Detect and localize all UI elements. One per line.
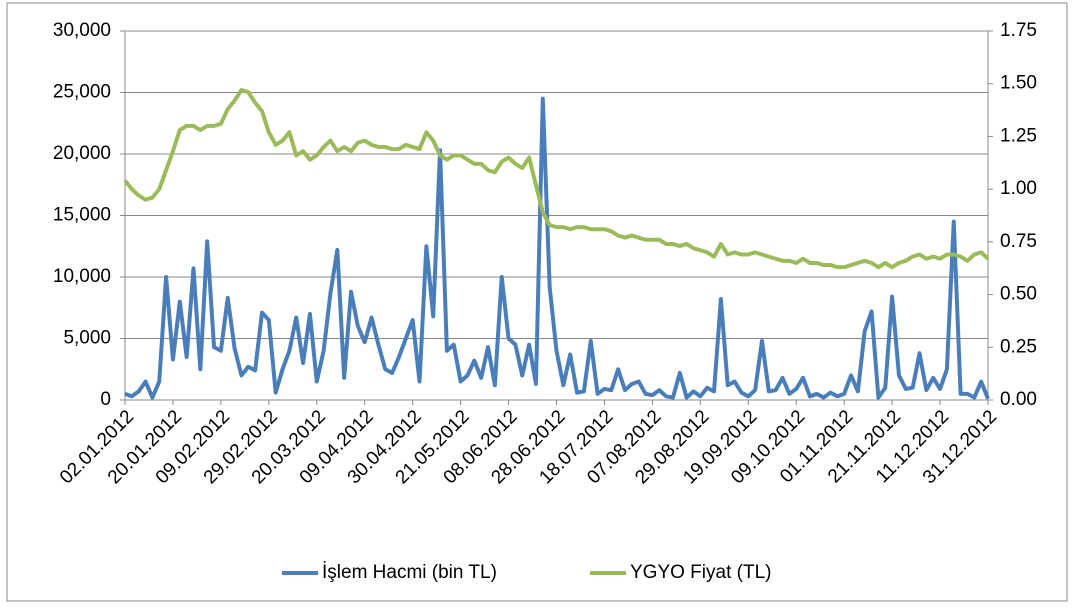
y2-tick-label: 1.75	[1000, 20, 1037, 41]
y-tick-label: 30,000	[53, 20, 111, 41]
data-line	[123, 88, 990, 270]
data-line	[124, 96, 990, 400]
y2-tick-label: 0.00	[1000, 389, 1037, 410]
y-tick-label: 20,000	[53, 143, 111, 164]
y2-tick-label: 1.00	[1000, 178, 1037, 199]
y2-tick-label: 0.75	[1000, 231, 1037, 252]
y2-tick-label: 1.25	[1000, 125, 1037, 146]
y2-tick-label: 0.50	[1000, 284, 1037, 305]
legend-label: YGYO Fiyat (TL)	[630, 562, 771, 583]
y2-tick-label: 0.25	[1000, 336, 1037, 357]
y-tick-label: 25,000	[53, 82, 111, 103]
y-tick-label: 10,000	[53, 266, 111, 287]
y-tick-label: 15,000	[53, 205, 111, 226]
y2-tick-label: 1.50	[1000, 73, 1037, 94]
y-tick-label: 0	[100, 389, 111, 410]
legend-label: İşlem Hacmi (bin TL)	[322, 562, 497, 583]
y-tick-label: 5,000	[63, 328, 111, 349]
